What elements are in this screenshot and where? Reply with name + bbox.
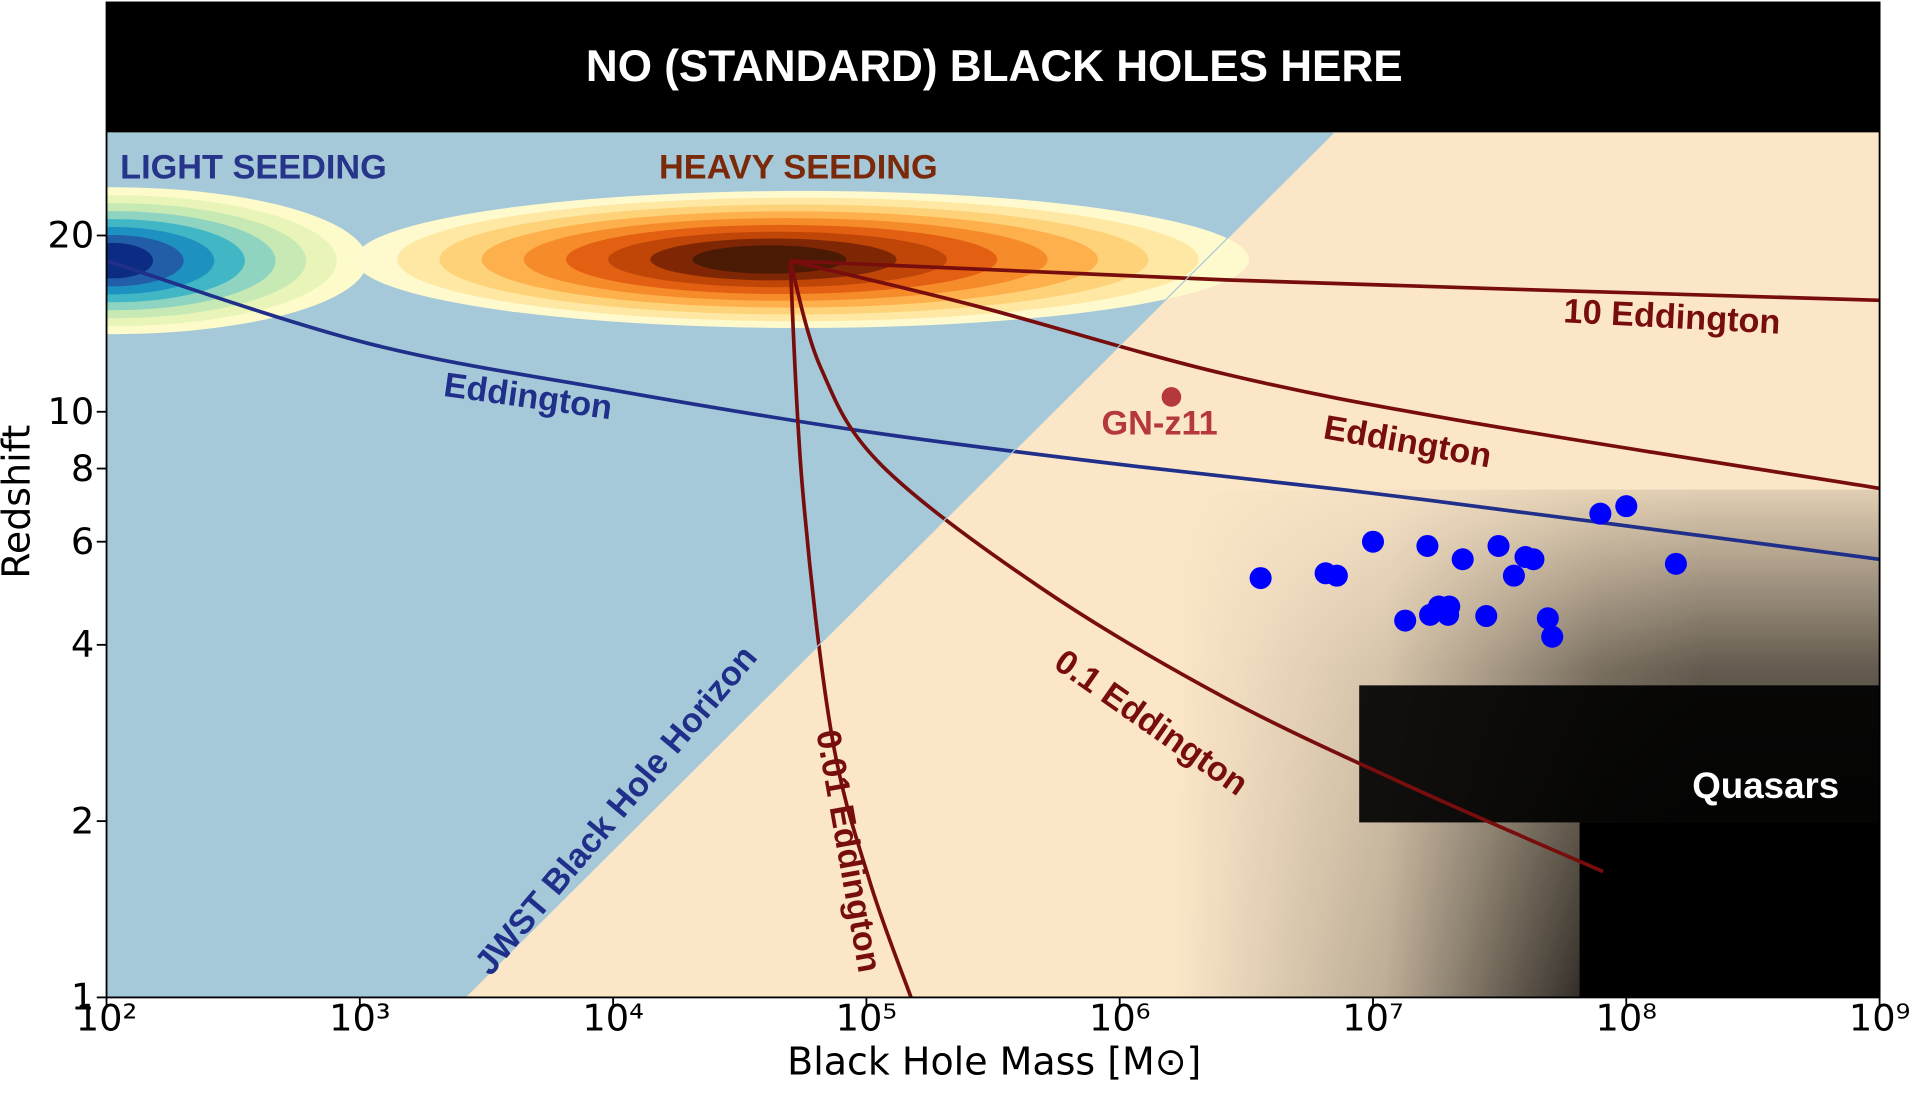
y-tick-label: 10 [48,390,95,433]
data-point [1161,387,1182,407]
x-tick-label: 10⁴ [582,996,643,1039]
growth-track [788,260,1604,874]
x-tick-label: 10⁶ [1089,996,1150,1039]
data-point [1361,530,1385,553]
quasar-cloud [1175,489,1880,998]
y-tick-label: 1 [71,976,94,1019]
data-point [1487,534,1510,557]
data-point [1416,534,1439,557]
x-tick-label: 10⁸ [1596,996,1657,1039]
x-tick-label: 10³ [329,996,390,1039]
data-point [1536,607,1559,630]
x-axis-label: Black Hole Mass [M⊙] [787,1040,1201,1084]
light-region [106,132,1334,998]
growth-track [789,259,1880,491]
y-tick-label: 6 [71,520,94,563]
y-tick-label: 2 [71,799,94,842]
data-point [1325,564,1348,587]
data-layer [106,131,1880,998]
data-point [1249,567,1272,590]
data-point [1615,495,1638,518]
annotation: LIGHT SEEDING [120,149,387,187]
plot-frame [105,1,1881,999]
series-label: GN-z11 [1101,404,1217,442]
quasar-core [1579,822,1880,998]
horizon-line [464,131,1335,998]
y-tick-label: 8 [71,447,94,490]
data-point [1475,604,1498,628]
data-point [1451,548,1474,571]
annotation: Quasars [1692,765,1839,806]
x-tick-label: 10⁵ [836,996,897,1039]
data-point [1541,625,1564,648]
growth-track [790,259,1880,303]
x-tick-label: 10² [76,996,137,1039]
y-tick-label: 4 [71,623,94,666]
quasar-core [1359,685,1880,823]
growth-track [788,260,913,998]
data-point [1438,595,1461,618]
data-point [1394,609,1417,632]
data-point [1664,552,1687,575]
y-tick-label: 20 [48,214,95,257]
annotation: HEAVY SEEDING [659,149,938,187]
x-tick-label: 10⁷ [1342,996,1403,1039]
forbidden-band [106,2,1880,133]
light-seed-contour [106,242,154,279]
data-point [1522,548,1545,571]
x-tick-label: 10⁹ [1849,996,1910,1039]
seed-contours [106,187,1249,335]
data-point [1502,564,1525,587]
growth-track [106,259,1880,562]
annotation: NO (STANDARD) BLACK HOLES HERE [586,42,1403,91]
y-axis-label: Redshift [0,425,38,579]
data-point [1589,502,1612,525]
